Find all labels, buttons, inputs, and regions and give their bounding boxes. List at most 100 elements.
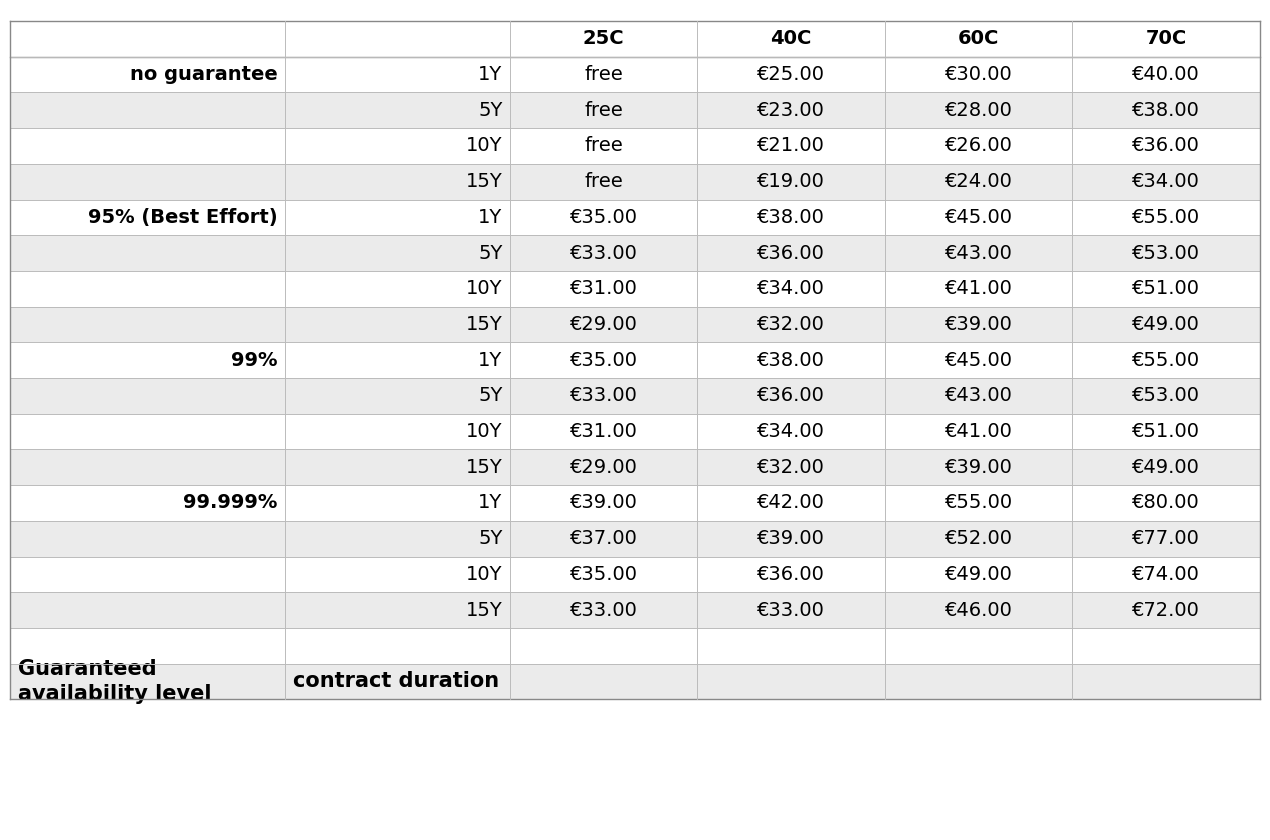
Bar — [10, 21, 1260, 57]
Bar — [10, 486, 1260, 521]
Text: €55.00: €55.00 — [1132, 350, 1200, 370]
Text: €32.00: €32.00 — [757, 458, 826, 477]
Text: €36.00: €36.00 — [1132, 136, 1200, 155]
Bar — [10, 235, 1260, 270]
Text: €49.00: €49.00 — [1132, 315, 1200, 334]
Text: €24.00: €24.00 — [945, 172, 1012, 192]
Bar — [10, 199, 1260, 235]
Text: €45.00: €45.00 — [945, 207, 1012, 227]
Text: €36.00: €36.00 — [757, 244, 826, 263]
Text: €26.00: €26.00 — [945, 136, 1012, 155]
Text: €74.00: €74.00 — [1132, 564, 1200, 584]
Text: €43.00: €43.00 — [945, 244, 1012, 263]
Text: 10Y: 10Y — [466, 564, 503, 584]
Text: €40.00: €40.00 — [1133, 65, 1200, 84]
Text: €43.00: €43.00 — [945, 386, 1012, 406]
Bar — [10, 449, 1260, 486]
Text: €21.00: €21.00 — [757, 136, 826, 155]
Text: €46.00: €46.00 — [945, 601, 1012, 620]
Text: €39.00: €39.00 — [945, 315, 1012, 334]
Text: €29.00: €29.00 — [570, 315, 638, 334]
Text: 15Y: 15Y — [466, 315, 503, 334]
Bar — [10, 164, 1260, 199]
Text: €55.00: €55.00 — [945, 493, 1012, 512]
Text: 10Y: 10Y — [466, 422, 503, 441]
Bar — [10, 307, 1260, 342]
Text: €19.00: €19.00 — [757, 172, 826, 192]
Text: €33.00: €33.00 — [570, 601, 638, 620]
Text: €39.00: €39.00 — [757, 529, 826, 549]
Text: €51.00: €51.00 — [1132, 422, 1200, 441]
Text: €51.00: €51.00 — [1132, 279, 1200, 298]
Text: €30.00: €30.00 — [945, 65, 1012, 84]
Text: €29.00: €29.00 — [570, 458, 638, 477]
Text: no guarantee: no guarantee — [130, 65, 277, 84]
Text: €31.00: €31.00 — [570, 422, 638, 441]
Text: 15Y: 15Y — [466, 458, 503, 477]
Text: €55.00: €55.00 — [1132, 207, 1200, 227]
Text: free: free — [584, 136, 624, 155]
Text: 99.999%: 99.999% — [183, 493, 277, 512]
Text: €31.00: €31.00 — [570, 279, 638, 298]
Text: €45.00: €45.00 — [945, 350, 1012, 370]
Text: €28.00: €28.00 — [945, 101, 1012, 120]
Text: €35.00: €35.00 — [570, 564, 638, 584]
Text: 95% (Best Effort): 95% (Best Effort) — [88, 207, 277, 227]
Text: 1Y: 1Y — [479, 493, 503, 512]
Bar — [10, 342, 1260, 378]
Text: €72.00: €72.00 — [1132, 601, 1200, 620]
Text: €38.00: €38.00 — [1132, 101, 1200, 120]
Text: €53.00: €53.00 — [1132, 386, 1200, 406]
Text: €52.00: €52.00 — [945, 529, 1012, 549]
Text: €38.00: €38.00 — [757, 207, 826, 227]
Text: 1Y: 1Y — [479, 65, 503, 84]
Bar — [10, 57, 1260, 92]
Text: 99%: 99% — [231, 350, 277, 370]
Text: 10Y: 10Y — [466, 136, 503, 155]
Bar — [10, 592, 1260, 628]
Text: €23.00: €23.00 — [757, 101, 826, 120]
Bar — [10, 378, 1260, 414]
Text: free: free — [584, 65, 624, 84]
Text: €33.00: €33.00 — [570, 244, 638, 263]
Text: €33.00: €33.00 — [757, 601, 826, 620]
Text: €34.00: €34.00 — [757, 422, 826, 441]
Text: 60C: 60C — [958, 29, 999, 49]
Text: 1Y: 1Y — [479, 350, 503, 370]
Text: €34.00: €34.00 — [1132, 172, 1200, 192]
Text: 5Y: 5Y — [478, 529, 503, 549]
Text: €80.00: €80.00 — [1133, 493, 1200, 512]
Text: €37.00: €37.00 — [570, 529, 638, 549]
Text: free: free — [584, 101, 624, 120]
Text: €38.00: €38.00 — [757, 350, 826, 370]
Bar — [10, 270, 1260, 307]
Text: contract duration: contract duration — [292, 671, 499, 691]
Text: €36.00: €36.00 — [757, 386, 826, 406]
Bar — [10, 414, 1260, 449]
Text: €49.00: €49.00 — [945, 564, 1012, 584]
Text: 5Y: 5Y — [478, 244, 503, 263]
Bar — [10, 628, 1260, 664]
Text: 15Y: 15Y — [466, 601, 503, 620]
Text: €42.00: €42.00 — [757, 493, 826, 512]
Text: €35.00: €35.00 — [570, 207, 638, 227]
Bar — [10, 557, 1260, 592]
Bar — [10, 92, 1260, 128]
Bar — [10, 129, 1260, 164]
Text: €39.00: €39.00 — [570, 493, 638, 512]
Text: 70C: 70C — [1146, 29, 1186, 49]
Text: 10Y: 10Y — [466, 279, 503, 298]
Text: 5Y: 5Y — [478, 101, 503, 120]
Text: 1Y: 1Y — [479, 207, 503, 227]
Bar — [10, 521, 1260, 557]
Bar — [10, 664, 1260, 699]
Text: free: free — [584, 172, 624, 192]
Text: 25C: 25C — [583, 29, 625, 49]
Text: €25.00: €25.00 — [757, 65, 826, 84]
Text: 5Y: 5Y — [478, 386, 503, 406]
Text: €49.00: €49.00 — [1132, 458, 1200, 477]
Text: €34.00: €34.00 — [757, 279, 826, 298]
Text: €32.00: €32.00 — [757, 315, 826, 334]
Text: €35.00: €35.00 — [570, 350, 638, 370]
Text: €41.00: €41.00 — [945, 279, 1012, 298]
